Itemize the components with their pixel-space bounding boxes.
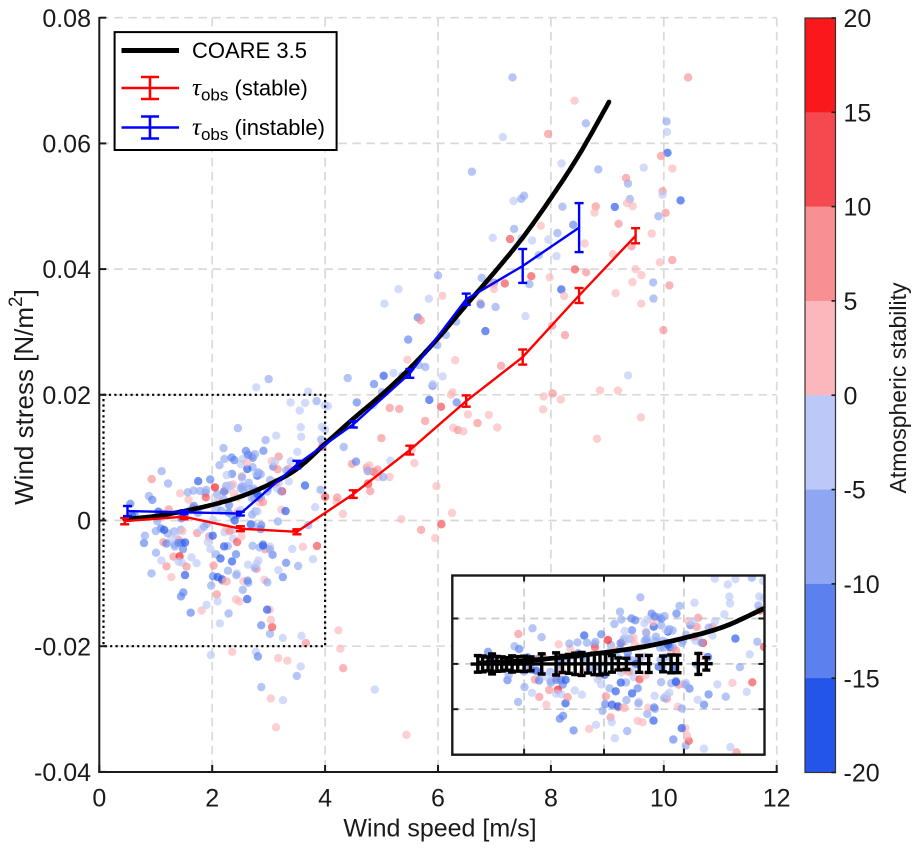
- svg-text:10: 10: [650, 785, 678, 813]
- svg-text:0.08: 0.08: [42, 5, 91, 33]
- svg-text:15: 15: [844, 99, 872, 127]
- svg-text:0: 0: [77, 508, 91, 536]
- svg-text:20: 20: [844, 5, 872, 33]
- svg-text:2: 2: [205, 785, 219, 813]
- svg-text:0: 0: [844, 382, 858, 410]
- svg-text:Wind speed [m/s]: Wind speed [m/s]: [343, 815, 536, 843]
- svg-text:Wind stress [N/m2]: Wind stress [N/m2]: [6, 289, 39, 505]
- svg-text:-20: -20: [844, 760, 880, 788]
- svg-text:6: 6: [431, 785, 445, 813]
- svg-text:4: 4: [318, 785, 332, 813]
- svg-text:8: 8: [544, 785, 558, 813]
- svg-text:Atmospheric stability: Atmospheric stability: [885, 282, 911, 493]
- svg-text:5: 5: [844, 288, 858, 316]
- svg-text:0.06: 0.06: [42, 131, 91, 159]
- svg-text:COARE 3.5: COARE 3.5: [192, 38, 307, 63]
- svg-text:-0.04: -0.04: [34, 759, 91, 787]
- svg-text:10: 10: [844, 194, 872, 222]
- svg-text:-15: -15: [844, 665, 880, 693]
- svg-text:12: 12: [763, 785, 791, 813]
- svg-text:-5: -5: [844, 477, 866, 505]
- svg-text:-0.02: -0.02: [34, 633, 91, 661]
- svg-text:0.02: 0.02: [42, 382, 91, 410]
- svg-text:0.04: 0.04: [42, 256, 91, 284]
- svg-text:-10: -10: [844, 571, 880, 599]
- svg-text:0: 0: [92, 785, 106, 813]
